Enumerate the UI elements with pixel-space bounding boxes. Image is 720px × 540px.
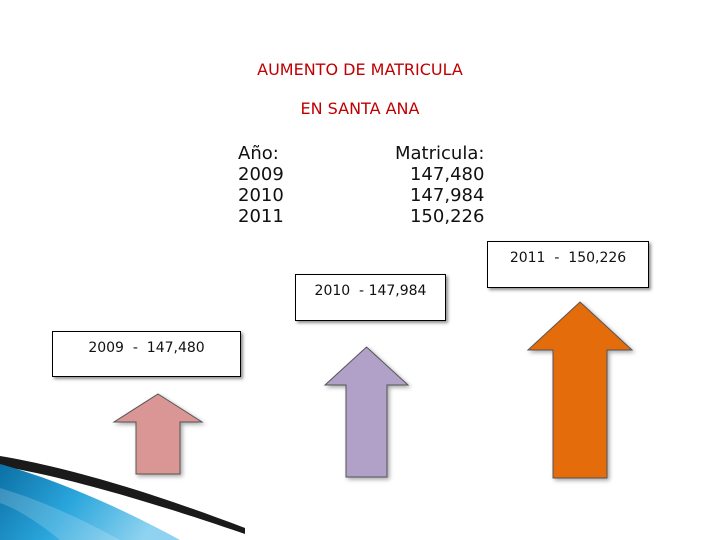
up-arrow-2009-icon — [112, 393, 204, 475]
enrollment-cell: 147,480 — [409, 164, 485, 185]
slide-subtitle: EN SANTA ANA — [300, 99, 420, 118]
decorative-swoosh — [0, 456, 245, 540]
enrollment-cell: 147,984 — [409, 185, 485, 206]
year-header: Año: — [238, 143, 279, 164]
up-arrow-2011-icon — [526, 301, 634, 479]
year-cell: 2009 — [238, 164, 284, 185]
year-column: Año: 2009 2010 2011 — [238, 143, 284, 227]
arrow-2010-shape — [323, 346, 410, 478]
swoosh-blue-band — [0, 464, 180, 540]
swoosh-dark-band — [0, 456, 245, 534]
arrow-2011-shape — [526, 301, 634, 479]
enrollment-header: Matricula: — [395, 143, 485, 164]
arrow-2009-shape — [112, 393, 204, 475]
enrollment-column: Matricula: 147,480 147,984 150,226 — [395, 143, 484, 227]
enrollment-cell: 150,226 — [409, 206, 485, 227]
callout-2010: 2010 - 147,984 — [295, 274, 446, 321]
up-arrow-2010-icon — [323, 346, 410, 478]
swoosh-highlight — [0, 488, 120, 540]
year-cell: 2011 — [238, 206, 284, 227]
callout-2011: 2011 - 150,226 — [487, 241, 649, 288]
slide-title: AUMENTO DE MATRICULA — [257, 60, 463, 79]
year-cell: 2010 — [238, 185, 284, 206]
callout-2009: 2009 - 147,480 — [52, 331, 241, 377]
